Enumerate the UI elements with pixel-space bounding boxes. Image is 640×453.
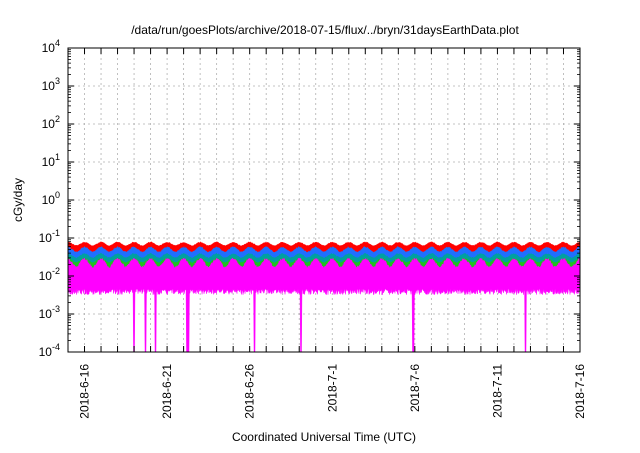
y-tick-label: 102	[42, 114, 60, 131]
x-tick-label: 2018-7-11	[490, 364, 504, 418]
series-area-4	[67, 257, 581, 353]
x-tick-label: 2018-6-16	[78, 364, 92, 419]
y-tick-label: 10-1	[39, 228, 60, 245]
y-tick-label: 10-3	[39, 304, 60, 321]
y-tick-label: 103	[42, 76, 60, 93]
y-axis: 10-4 10-3 10-2 10-1 100 101 102 103 104	[39, 38, 580, 359]
x-axis: 2018-6-16 2018-6-21 2018-6-26 2018-7-1 2018-…	[67, 48, 587, 419]
grid	[67, 47, 581, 353]
y-tick-label: 10-2	[39, 266, 60, 283]
y-tick-label: 100	[42, 190, 60, 207]
x-tick-label: 2018-7-16	[573, 364, 587, 419]
y-axis-label: cGy/day	[11, 178, 25, 222]
x-tick-label: 2018-6-21	[160, 364, 174, 419]
x-tick-label: 2018-7-6	[408, 364, 422, 412]
x-tick-label: 2018-6-26	[243, 364, 257, 419]
x-tick-label: 2018-7-1	[325, 364, 339, 412]
y-tick-label: 104	[42, 38, 60, 55]
data-area	[67, 241, 581, 353]
y-tick-label: 101	[42, 152, 60, 169]
chart-title: /data/run/goesPlots/archive/2018-07-15/f…	[131, 23, 519, 37]
y-tick-label: 10-4	[39, 342, 60, 359]
x-axis-label: Coordinated Universal Time (UTC)	[232, 430, 416, 444]
